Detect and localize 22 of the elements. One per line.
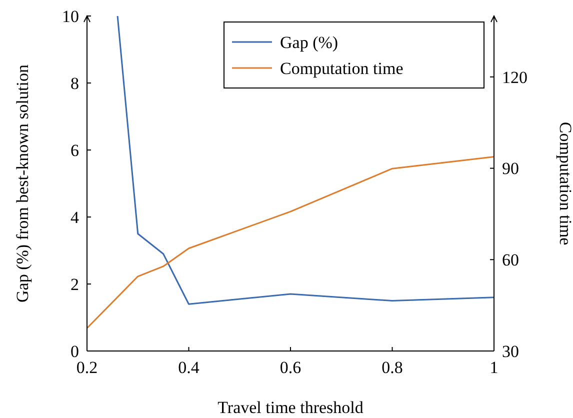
y-tick-label: 8 bbox=[70, 74, 79, 93]
x-tick-label: 0.2 bbox=[76, 358, 98, 377]
line-series bbox=[87, 156, 494, 329]
x-tick-label: 0.4 bbox=[178, 358, 200, 377]
x-tick-label: 1 bbox=[490, 358, 498, 377]
y2-tick-label: 60 bbox=[502, 250, 519, 270]
y2-tick-label: 90 bbox=[502, 159, 519, 178]
y-tick-label: 6 bbox=[70, 140, 79, 160]
y-tick-label: 2 bbox=[70, 274, 79, 294]
x-axis-title: Travel time threshold bbox=[218, 398, 364, 417]
legend-label: Computation time bbox=[280, 58, 404, 78]
x-tick-label: 0.8 bbox=[382, 358, 403, 377]
legend-label: Gap (%) bbox=[280, 32, 338, 52]
y2-axis-title: Computation time bbox=[556, 122, 573, 246]
y-tick-label: 0 bbox=[70, 342, 79, 361]
y-axis-title: Gap (%) from best-known solution bbox=[13, 64, 32, 302]
y2-tick-label: 30 bbox=[502, 342, 519, 361]
y-tick-label: 4 bbox=[70, 208, 80, 227]
y2-tick-label: 120 bbox=[502, 68, 528, 87]
x-tick-label: 0.6 bbox=[280, 358, 302, 377]
y-tick-label: 10 bbox=[62, 6, 79, 26]
line-series bbox=[116, 16, 494, 305]
